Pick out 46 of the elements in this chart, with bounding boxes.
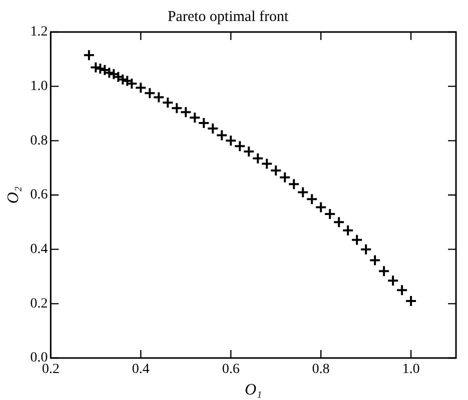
point: [378, 265, 390, 278]
point: [332, 216, 345, 228]
point: [170, 102, 183, 114]
point: [288, 178, 300, 190]
y-tick-label: 0.6: [30, 188, 48, 203]
point: [252, 152, 264, 164]
point: [260, 158, 273, 170]
point: [350, 234, 363, 246]
point: [82, 49, 95, 62]
x-axis-title: O₁: [244, 382, 262, 399]
y-tick-label: 0.2: [30, 296, 48, 312]
y-tick-label: 0.8: [30, 133, 48, 148]
point: [404, 294, 417, 307]
point: [342, 224, 354, 236]
point: [162, 96, 174, 109]
point: [324, 208, 336, 220]
x-tick-label: 1.0: [402, 362, 420, 378]
chart-title: Pareto optimal front: [168, 8, 290, 25]
y-tick-label: 1.0: [30, 79, 48, 94]
x-tick-label: 0.6: [222, 362, 240, 378]
point: [180, 106, 192, 118]
point: [396, 284, 408, 296]
point: [206, 122, 219, 134]
point: [198, 117, 210, 130]
point: [152, 91, 165, 104]
point: [234, 140, 246, 152]
y-tick-label: 1.2: [30, 24, 48, 40]
point: [360, 243, 372, 256]
point: [224, 134, 237, 147]
y-axis-title: O₂: [4, 186, 22, 204]
point: [270, 164, 282, 177]
point: [216, 129, 228, 142]
x-tick-label: 0.8: [312, 362, 330, 378]
point: [368, 254, 381, 266]
point: [314, 201, 327, 214]
point: [134, 82, 147, 94]
y-tick-label: 0.4: [30, 242, 48, 258]
point: [188, 112, 201, 124]
x-tick-label: 0.4: [132, 362, 150, 378]
point: [278, 171, 291, 184]
point: [144, 87, 156, 100]
point: [306, 193, 318, 206]
point: [242, 146, 255, 158]
point: [386, 274, 399, 287]
x-tick-label: 0.2: [42, 362, 60, 378]
point: [296, 186, 309, 198]
